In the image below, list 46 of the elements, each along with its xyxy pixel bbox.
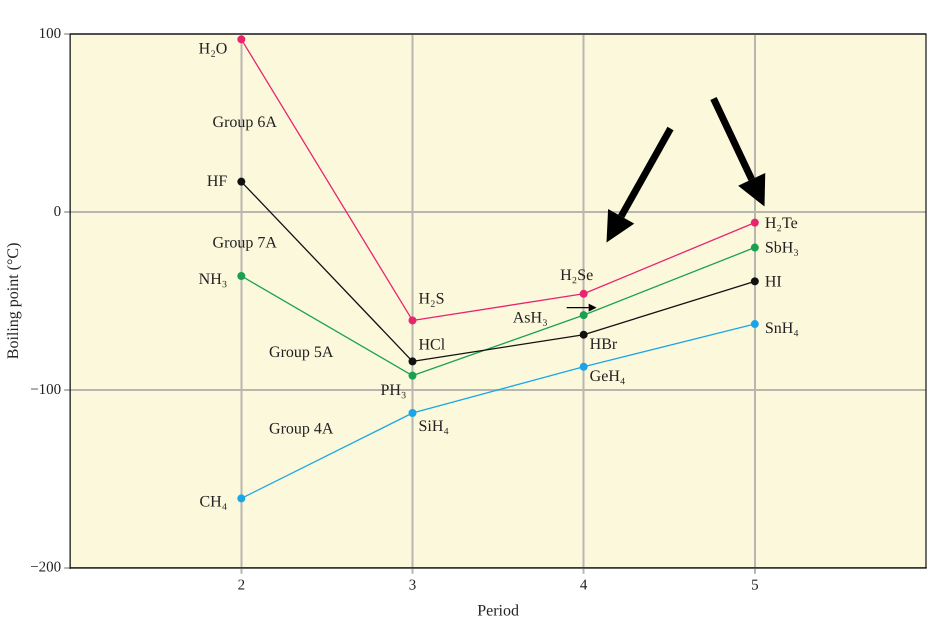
x-tick-label: 2 [238, 578, 246, 594]
annotation: HF [206, 172, 228, 190]
series-label: Group 4A [269, 420, 334, 438]
point [408, 372, 416, 380]
y-tick-label: 0 [54, 204, 62, 220]
annotation: PH₃ [380, 382, 406, 399]
point [580, 311, 588, 320]
y-tick-label: −100 [30, 382, 62, 398]
y-tick-label: −200 [30, 560, 62, 576]
series-label: Group 6A [212, 114, 278, 132]
x-tick-label: 3 [408, 578, 416, 594]
series-label: Group 7A [212, 234, 278, 252]
annotation: SiH₄ [418, 418, 450, 436]
annotation: GeH₄ [590, 368, 626, 385]
annotation: HCl [418, 336, 446, 354]
annotation: CH₄ [200, 494, 228, 511]
series-label: Group 5A [269, 344, 334, 362]
point [237, 35, 246, 44]
x-tick-label: 4 [580, 578, 588, 594]
annotation: HI [764, 274, 782, 291]
annotation: SnH₄ [764, 320, 800, 338]
annotation: H₂O [198, 40, 228, 58]
annotation: H₂Se [560, 266, 594, 284]
point [750, 320, 759, 328]
point [408, 316, 416, 324]
annotation: NH₃ [198, 271, 228, 288]
annotation: HBr [590, 336, 618, 353]
y-axis-title: Boiling point (°C) [4, 242, 22, 360]
point [237, 494, 246, 502]
y-tick-label: 100 [38, 26, 62, 42]
point [580, 330, 588, 339]
x-tick-label: 5 [751, 578, 759, 594]
annotation: H₂Te [764, 214, 798, 232]
point [580, 290, 588, 298]
point [237, 178, 246, 186]
point [750, 218, 759, 227]
point [750, 244, 759, 252]
point [408, 409, 416, 417]
point [580, 362, 588, 371]
point [750, 277, 759, 286]
annotation: SbH₃ [764, 240, 799, 257]
point [237, 272, 246, 280]
annotation: AsH₃ [512, 309, 548, 326]
point [408, 357, 416, 366]
annotation: H₂S [418, 290, 445, 308]
x-axis-title: Period [477, 602, 519, 620]
